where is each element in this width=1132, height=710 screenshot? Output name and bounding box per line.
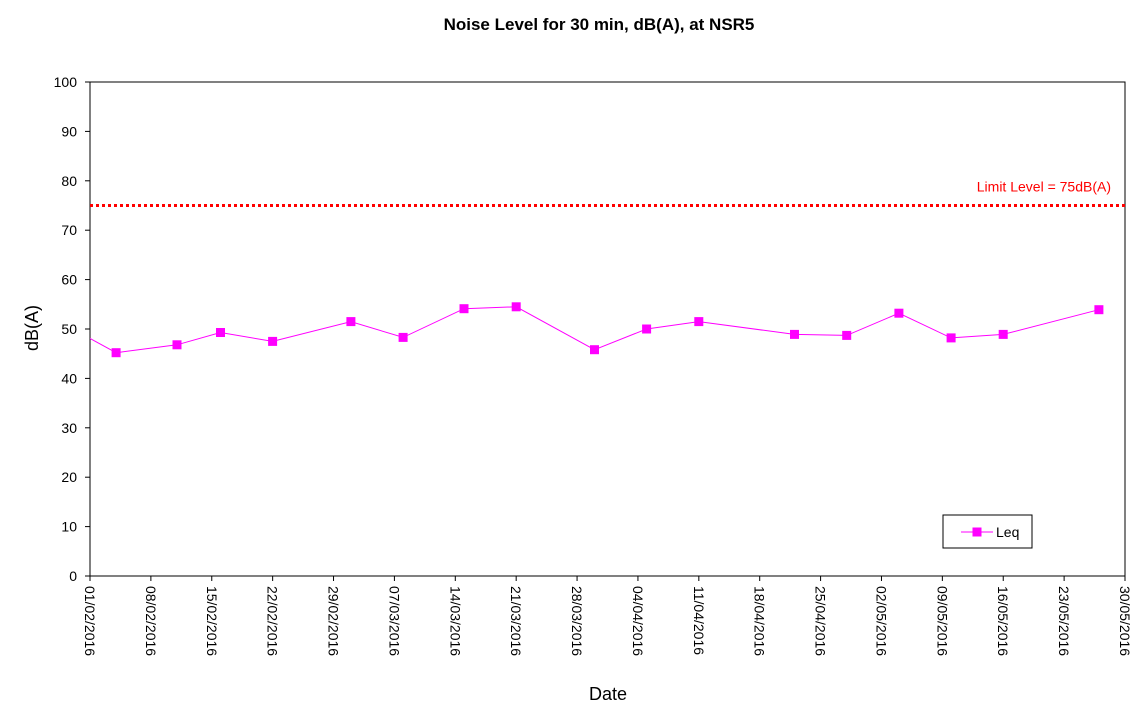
x-tick-label: 18/04/2016: [752, 586, 768, 656]
y-tick-label: 50: [61, 321, 77, 337]
data-point-leq: [894, 308, 904, 318]
x-tick-label: 28/03/2016: [569, 586, 585, 656]
data-point-leq: [268, 336, 278, 346]
plot-area: [89, 81, 1126, 577]
x-tick-label: 07/03/2016: [386, 586, 402, 656]
y-tick-label: 60: [61, 272, 77, 288]
data-point-leq: [590, 345, 599, 355]
y-axis: 0 10 20 30 40 50 60 70 80 90 100: [54, 74, 90, 584]
y-tick-label: 40: [61, 370, 77, 386]
x-tick-label: 29/02/2016: [326, 586, 342, 656]
data-point-leq: [346, 317, 356, 327]
y-tick-label: 10: [61, 519, 77, 535]
x-tick-label: 21/03/2016: [508, 586, 524, 656]
x-tick-label: 25/04/2016: [813, 586, 829, 656]
x-tick-label: 16/05/2016: [995, 586, 1011, 656]
y-tick-label: 100: [54, 74, 78, 90]
y-tick-label: 20: [61, 469, 77, 485]
x-axis-title: Date: [589, 684, 627, 704]
y-tick-label: 70: [61, 222, 77, 238]
x-tick-label: 08/02/2016: [143, 586, 159, 656]
x-tick-label: 09/05/2016: [934, 586, 950, 656]
chart-title: Noise Level for 30 min, dB(A), at NSR5: [444, 15, 755, 34]
x-axis: 01/02/2016 08/02/2016 15/02/2016 22/02/2016…: [82, 576, 1132, 656]
data-point-leq: [459, 304, 469, 314]
x-tick-label: 30/05/2016: [1117, 586, 1132, 656]
data-point-leq: [694, 317, 704, 327]
data-point-leq: [842, 330, 852, 340]
data-point-leq: [1094, 305, 1104, 315]
data-point-leq: [398, 332, 408, 342]
data-point-leq: [216, 328, 225, 337]
legend-entry-leq: Leq: [996, 524, 1019, 540]
data-point-leq: [511, 302, 521, 312]
y-tick-label: 0: [69, 568, 77, 584]
x-tick-label: 02/05/2016: [873, 586, 889, 656]
y-tick-label: 90: [61, 123, 77, 139]
series-layer: [90, 302, 1104, 358]
limit-level-label: Limit Level = 75dB(A): [977, 179, 1111, 195]
x-tick-label: 23/05/2016: [1056, 586, 1072, 656]
y-tick-label: 80: [61, 173, 77, 189]
data-point-leq: [790, 329, 799, 339]
reference-lines: Limit Level = 75dB(A): [90, 179, 1125, 207]
x-tick-label: 11/04/2016: [691, 586, 707, 655]
data-point-leq: [642, 324, 652, 334]
series-line-leq: [90, 306, 1100, 354]
x-tick-label: 15/02/2016: [204, 586, 220, 656]
x-tick-label: 04/04/2016: [630, 586, 646, 656]
data-point-leq: [172, 340, 182, 350]
data-point-leq: [998, 329, 1008, 339]
data-point-leq: [946, 333, 956, 343]
legend-marker-swatch: [972, 527, 982, 537]
y-tick-label: 30: [61, 420, 77, 436]
plot-clip: [90, 302, 1104, 358]
x-tick-label: 01/02/2016: [82, 586, 98, 656]
legend: Leq: [942, 514, 1033, 549]
y-axis-title: dB(A): [22, 305, 42, 351]
x-tick-label: 14/03/2016: [447, 586, 463, 656]
data-point-leq: [111, 348, 121, 358]
x-tick-label: 22/02/2016: [265, 586, 281, 656]
